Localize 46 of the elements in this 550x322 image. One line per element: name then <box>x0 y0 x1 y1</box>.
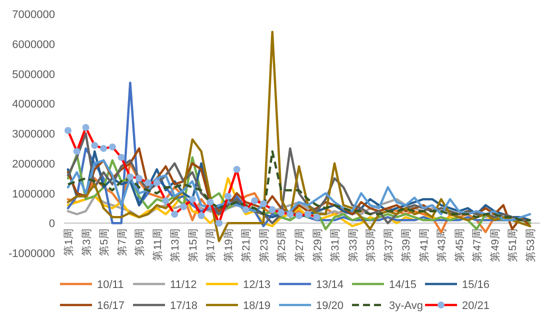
x-tick-label: 第45周 <box>454 228 466 262</box>
legend-label: 17/18 <box>170 300 198 312</box>
x-tick-label: 第11周 <box>152 228 164 262</box>
x-tick-label: 第49周 <box>489 228 502 262</box>
x-tick-label: 第15周 <box>187 228 200 262</box>
x-tick-label: 第33周 <box>347 228 360 262</box>
y-tick-label: 5000000 <box>12 68 55 81</box>
x-tick-label: 第39周 <box>400 228 413 262</box>
x-tick-label: 第1周 <box>63 228 75 256</box>
x-tick-label: 第41周 <box>418 228 430 262</box>
x-tick-label: 第17周 <box>205 228 218 262</box>
x-tick-label: 第7周 <box>116 228 128 256</box>
x-tick-label: 第27周 <box>294 228 306 262</box>
x-tick-label: 第9周 <box>134 228 146 256</box>
legend-label: 19/20 <box>316 300 344 312</box>
x-tick-label: 第25周 <box>276 228 288 262</box>
x-tick-label: 第13周 <box>170 228 182 262</box>
legend-label: 18/19 <box>243 300 271 312</box>
y-tick-label: 0 <box>48 218 55 230</box>
x-tick-label: 第29周 <box>312 228 324 262</box>
x-tick-label: 第23周 <box>258 228 270 262</box>
legend-label: 16/17 <box>97 300 125 312</box>
x-tick-label: 第3周 <box>80 228 93 256</box>
y-tick-label: 3000000 <box>12 128 55 140</box>
legend-label: 12/13 <box>243 279 271 291</box>
legend-label: 20/21 <box>462 300 490 312</box>
x-tick-label: 第53周 <box>525 228 537 262</box>
x-tick-label: 第51周 <box>507 228 520 262</box>
y-tick-label: 6000000 <box>12 38 55 51</box>
y-tick-label: 1000000 <box>12 188 55 200</box>
legend-label: 11/12 <box>170 279 197 291</box>
legend-label: 10/11 <box>97 279 124 291</box>
x-tick-label: 第47周 <box>472 228 484 262</box>
legend-label: 3y-Avg <box>389 300 424 312</box>
x-tick-label: 第35周 <box>365 228 378 262</box>
y-tick-label: 4000000 <box>12 98 55 111</box>
x-tick-label: 第21周 <box>240 228 253 262</box>
legend-label: 15/16 <box>462 279 490 291</box>
x-tick-label: 第37周 <box>382 228 395 262</box>
y-tick-label: 7000000 <box>12 9 55 21</box>
legend-label: 13/14 <box>316 279 344 291</box>
legend-label: 14/15 <box>389 279 417 291</box>
x-tick-label: 第5周 <box>98 228 111 256</box>
y-tick-label: -1000000 <box>8 248 55 260</box>
x-tick-label: 第31周 <box>330 228 342 262</box>
y-tick-label: 2000000 <box>12 158 55 170</box>
